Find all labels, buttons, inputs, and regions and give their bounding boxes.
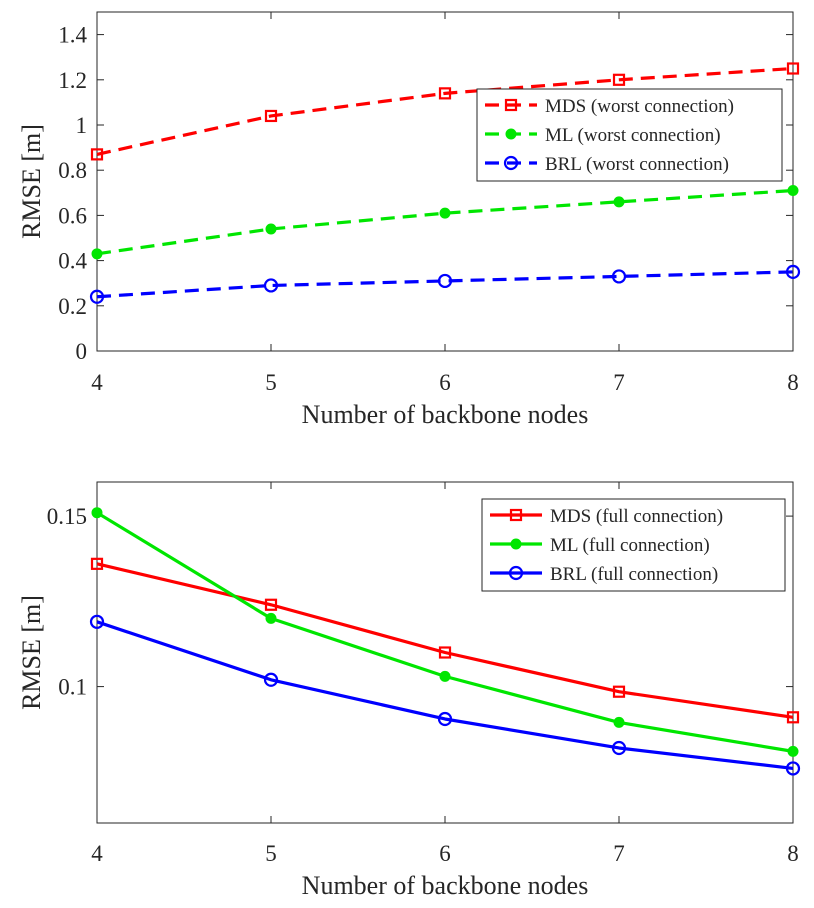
legend: MDS (full connection) ML (full connection… [481,498,786,592]
legend-swatch-marker [508,565,524,581]
y-tick-label: 0 [76,339,88,364]
chart-2: 4 5 6 7 8 0.1 0.15 Number of backbone nodes RMSE… [17,481,801,900]
x-tick-label: 4 [91,370,103,395]
x-tick-label: 7 [613,841,625,866]
x-tick-label: 8 [787,841,799,866]
legend-box [476,88,783,182]
data-point [265,223,277,235]
legend-label: ML (worst connection) [545,125,721,146]
y-tick-label: 1.4 [58,23,87,48]
data-point [438,87,452,100]
data-point [263,278,279,293]
data-point [265,612,277,624]
series-2 [91,507,799,757]
data-point [612,73,626,86]
legend-label: BRL (full connection) [550,564,718,585]
data-point [264,109,278,123]
data-point [785,264,801,279]
data-point [785,761,801,776]
chart-1: 4 5 6 7 8 0 0.2 0.4 0.6 0.8 1 1.2 1.4 Number of backb… [17,11,801,429]
x-tick-label: 6 [439,841,451,866]
data-point [613,716,625,728]
x-tick-label: 5 [265,841,277,866]
data-point [611,269,627,284]
legend-label: ML (full connection) [550,535,710,556]
data-point [263,672,279,687]
legend-label: MDS (worst connection) [545,96,734,117]
series-3 [89,264,801,304]
x-tick-label: 7 [613,370,625,395]
data-point [611,740,627,756]
legend-label: BRL (worst connection) [545,154,729,175]
y-tick-label: 1 [76,113,88,138]
y-axis-label: RMSE [m] [17,124,46,239]
legend-swatch-marker [504,98,518,112]
series-1 [90,62,800,161]
data-point [439,207,451,219]
data-point [89,289,105,304]
series-line [96,270,794,299]
series-line [96,562,794,719]
legend: MDS (worst connection) ML (worst connecti… [476,88,783,182]
y-tick-label: 0.4 [58,249,87,274]
data-point [786,62,800,75]
legend-swatch-marker [503,155,519,171]
legend-swatch-marker [510,538,522,550]
y-tick-label: 0.15 [47,504,87,529]
data-point [787,185,799,197]
data-point [786,711,800,724]
data-point [264,598,278,611]
data-point [90,557,104,570]
x-axis-label: Number of backbone nodes [302,400,589,429]
legend-label: MDS (full connection) [550,506,723,527]
data-point [91,507,103,519]
data-point [439,670,451,682]
series-line [96,66,794,156]
x-axis-label: Number of backbone nodes [302,871,589,900]
series-2 [91,185,799,260]
series-line [96,188,794,256]
x-tick-label: 8 [787,370,799,395]
data-point [613,196,625,208]
data-point [437,711,453,727]
data-point [438,646,452,659]
y-tick-label: 0.1 [58,675,87,700]
data-point [91,248,103,260]
data-point [89,614,105,629]
data-point [437,273,453,289]
y-tick-label: 0.8 [58,158,87,183]
series-1 [90,557,800,724]
data-point [612,685,626,698]
y-tick-label: 0.6 [58,203,87,228]
data-point [787,745,799,757]
series-3 [89,614,801,776]
x-tick-label: 5 [265,370,277,395]
data-point [90,148,104,161]
legend-swatch-marker [509,508,523,522]
x-tick-label: 6 [439,370,451,395]
y-tick-label: 0.2 [58,294,87,319]
y-axis-label: RMSE [m] [17,595,46,710]
y-tick-label: 1.2 [58,68,87,93]
series-line [96,620,794,771]
legend-swatch-marker [505,128,517,140]
x-tick-label: 4 [91,841,103,866]
